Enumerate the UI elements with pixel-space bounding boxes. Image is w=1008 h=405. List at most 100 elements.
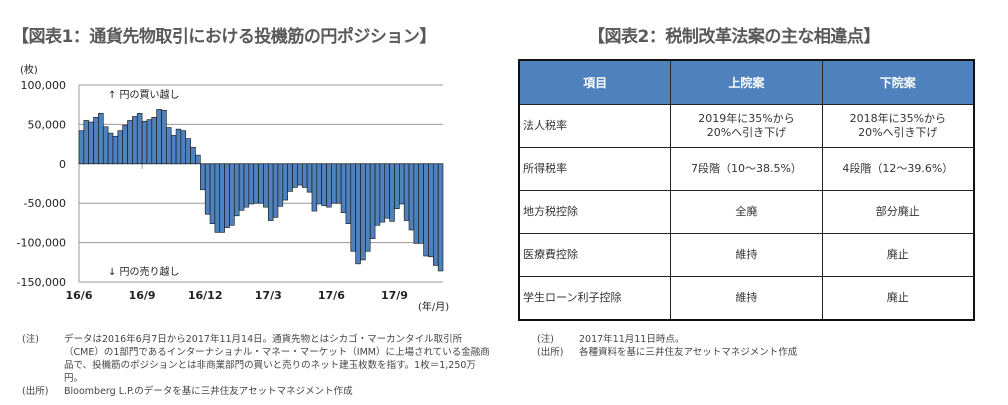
x-tick-label: 16/6: [66, 289, 93, 302]
bar: [326, 163, 332, 208]
bar: [175, 128, 182, 165]
bar: [93, 117, 99, 165]
bar: [161, 109, 167, 165]
table-row: 学生ローン利子控除 維持 廃止: [518, 276, 975, 321]
bar: [350, 163, 356, 252]
bar: [301, 163, 308, 188]
table-cell: 廃止: [821, 233, 975, 277]
bar: [102, 126, 109, 165]
bar: [170, 135, 177, 165]
note-label: (注): [22, 334, 39, 345]
table-cell: 廃止: [821, 276, 975, 321]
bar: [432, 163, 439, 266]
bar: [379, 163, 386, 223]
bar: [219, 163, 225, 233]
column-header: 下院案: [821, 59, 975, 105]
x-axis-unit: (年/月): [418, 300, 449, 313]
yen-position-bar-chart: 100,00050,0000-50,000-100,000-150,00016/…: [17, 63, 450, 313]
bar: [146, 119, 153, 165]
bar: [418, 163, 424, 244]
column-header: 上院案: [670, 59, 823, 105]
bar: [369, 163, 376, 239]
bar: [98, 113, 104, 165]
bar: [141, 120, 148, 165]
bar: [306, 163, 313, 193]
bar: [428, 163, 434, 258]
bar: [195, 154, 201, 165]
y-axis-unit: (枚): [20, 63, 38, 76]
table-cell: 部分廃止: [821, 190, 975, 234]
note-row: (出所) 各種資料を基に三井住友アセットマネジメント作成: [537, 346, 937, 359]
note-text: Bloomberg L.P.のデータを基に三井住友アセットマネジメント作成: [64, 386, 353, 397]
bar: [437, 163, 444, 272]
bar: [384, 163, 390, 219]
bar: [340, 163, 347, 213]
x-tick-label: 16/12: [188, 289, 223, 302]
bar: [297, 163, 303, 186]
bar: [248, 163, 255, 205]
table-row: 地方税控除 全廃 部分廃止: [518, 190, 975, 234]
x-tick-label: 17/3: [255, 289, 282, 302]
table-cell: 2019年に35%から 20%へ引き下げ: [670, 104, 823, 148]
table-row: 所得税率 7段階（10～38.5%） 4段階（12～39.6%）: [518, 147, 975, 191]
table-cell: 7段階（10～38.5%）: [670, 147, 823, 191]
bar: [243, 163, 250, 208]
note-label: (出所): [22, 386, 49, 397]
bar: [127, 120, 133, 165]
bar: [335, 163, 342, 204]
note-text: 各種資料を基に三井住友アセットマネジメント作成: [579, 347, 798, 358]
bar: [204, 163, 211, 215]
bar: [311, 163, 318, 212]
bar: [180, 130, 187, 165]
bar: [267, 163, 274, 221]
bar: [229, 163, 235, 226]
bar: [151, 117, 157, 165]
bar: [190, 146, 196, 165]
row-label: 医療費控除: [518, 233, 672, 277]
table-cell: 2018年に35%から 20%へ引き下げ: [821, 104, 975, 148]
figure2-notes: (注) 2017年11月11日時点。 (出所) 各種資料を基に三井住友アセットマネジメ…: [537, 333, 937, 359]
note-label: (注): [537, 334, 554, 345]
bar: [107, 132, 114, 165]
bar: [423, 163, 429, 257]
bar: [83, 120, 90, 165]
bar: [277, 163, 284, 207]
bar: [117, 130, 123, 165]
bar: [272, 163, 279, 218]
bar: [408, 163, 415, 231]
bar: [185, 138, 191, 165]
y-tick-label: 50,000: [28, 118, 67, 131]
bar: [234, 163, 240, 217]
bar: [403, 163, 410, 221]
bar: [112, 135, 119, 165]
bar: [132, 116, 138, 165]
note-row: (出所) Bloomberg L.P.のデータを基に三井住友アセットマネジメント作…: [22, 385, 492, 398]
x-tick-label: 17/6: [318, 289, 345, 302]
note-text: データは2016年6月7日から2017年11月14日。通貨先物とはシカゴ・マーカ…: [64, 334, 490, 384]
bar: [287, 163, 293, 192]
figure1-title: 【図表1：通貨先物取引における投機筋の円ポジション】: [12, 27, 436, 47]
note-label: (出所): [537, 347, 564, 358]
row-label: 学生ローン利子控除: [518, 276, 672, 321]
bar: [394, 163, 400, 210]
table-row: 医療費控除 維持 廃止: [518, 233, 975, 277]
bar: [316, 163, 322, 205]
bar: [156, 109, 162, 165]
note-row: (注) 2017年11月11日時点。: [537, 333, 937, 346]
y-tick-label: -50,000: [24, 197, 66, 210]
column-header: 項目: [518, 59, 672, 105]
y-tick-label: 0: [59, 158, 66, 171]
bar: [78, 130, 85, 165]
bar: [399, 163, 405, 205]
figure1-notes: (注) データは2016年6月7日から2017年11月14日。通貨先物とはシカゴ・…: [22, 333, 492, 398]
table-cell: 維持: [670, 276, 823, 321]
bar: [345, 163, 352, 224]
bar: [88, 121, 94, 165]
bar: [389, 163, 395, 222]
table-cell: 全廃: [670, 190, 823, 234]
bar: [122, 124, 128, 165]
bar: [224, 163, 230, 228]
figure2-title: 【図表2：税制改革法案の主な相違点】: [588, 27, 880, 47]
table-row: 法人税率 2019年に35%から 20%へ引き下げ 2018年に35%から 20%へ…: [518, 104, 975, 148]
note-row: (注) データは2016年6月7日から2017年11月14日。通貨先物とはシカゴ・…: [22, 333, 492, 385]
